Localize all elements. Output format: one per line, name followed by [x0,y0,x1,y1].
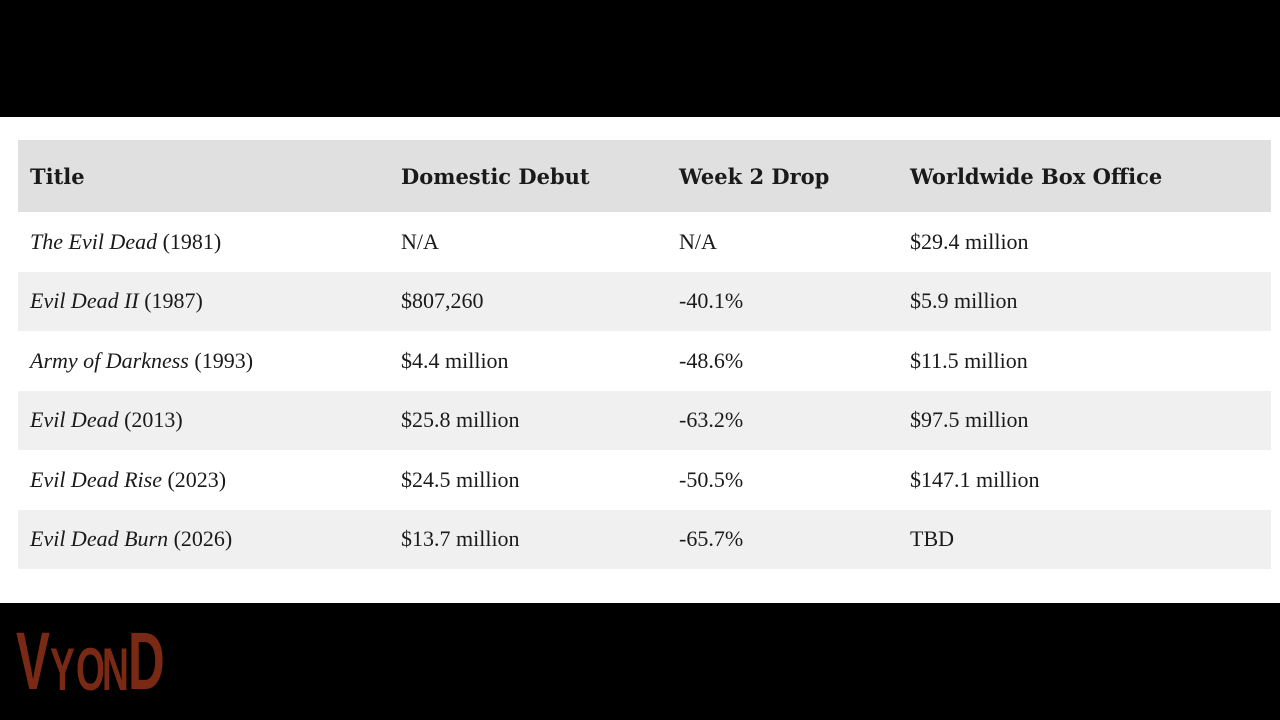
cell-title: The Evil Dead (1981) [18,212,389,272]
logo-letter: D [128,616,166,707]
cell-title: Evil Dead II (1987) [18,272,389,332]
cell-worldwide: TBD [910,526,954,552]
cell-worldwide: $5.9 million [910,288,1018,314]
cell-worldwide: $11.5 million [910,347,1028,373]
cell-domestic-debut: $13.7 million [401,526,520,552]
film-title: Evil Dead Burn [30,526,169,552]
logo-letter: V [16,616,52,707]
table-row: Evil Dead Rise (2023) $24.5 million -50.… [18,450,1271,510]
cell-title: Evil Dead Rise (2023) [18,450,389,510]
logo-letter: Y [50,636,77,703]
cell-worldwide: $97.5 million [910,407,1029,433]
logo-letter: O [76,636,107,703]
table-row: Army of Darkness (1993) $4.4 million -48… [18,331,1271,391]
table-header-row: Title Domestic Debut Week 2 Drop Worldwi… [18,140,1271,212]
table-row: Evil Dead (2013) $25.8 million -63.2% $9… [18,390,1271,451]
table-row: The Evil Dead (1981) N/A N/A $29.4 milli… [18,212,1271,272]
cell-week-2-drop: -65.7% [679,526,744,552]
cell-worldwide: $29.4 million [910,228,1029,254]
film-title: Evil Dead [30,407,119,433]
cell-title: Army of Darkness (1993) [18,331,389,391]
table-row: Evil Dead Burn (2026) $13.7 million -65.… [18,509,1271,570]
column-header-title: Title [30,163,85,189]
film-year: (1981) [162,228,222,254]
film-title: Evil Dead II [30,288,139,314]
cell-domestic-debut: $25.8 million [401,407,520,433]
film-year: (1987) [144,288,203,314]
content-panel: Title Domestic Debut Week 2 Drop Worldwi… [0,117,1280,603]
cell-week-2-drop: -50.5% [679,466,744,492]
cell-domestic-debut: N/A [401,228,439,254]
cell-domestic-debut: $807,260 [401,288,484,314]
film-title: Evil Dead Rise [30,466,162,492]
film-title: The Evil Dead [30,228,158,254]
cell-domestic-debut: $4.4 million [401,347,509,373]
cell-week-2-drop: -48.6% [679,347,744,373]
cell-week-2-drop: N/A [679,228,717,254]
film-year: (2026) [173,526,233,552]
cell-worldwide: $147.1 million [910,466,1040,492]
table-row: Evil Dead II (1987) $807,260 -40.1% $5.9… [18,271,1271,332]
film-year: (1993) [194,347,254,373]
column-header-domestic-debut: Domestic Debut [401,163,590,189]
box-office-table: Title Domestic Debut Week 2 Drop Worldwi… [18,140,1271,569]
cell-week-2-drop: -40.1% [679,288,744,314]
column-header-worldwide-box-office: Worldwide Box Office [910,163,1163,189]
film-title: Army of Darkness [30,347,189,373]
film-year: (2023) [167,466,227,492]
cell-title: Evil Dead (2013) [18,391,389,451]
logo-letter: N [102,636,131,703]
cell-week-2-drop: -63.2% [679,407,744,433]
cell-title: Evil Dead Burn (2026) [18,510,389,570]
column-header-week-2-drop: Week 2 Drop [679,163,830,189]
film-year: (2013) [124,407,183,433]
cell-domestic-debut: $24.5 million [401,466,520,492]
